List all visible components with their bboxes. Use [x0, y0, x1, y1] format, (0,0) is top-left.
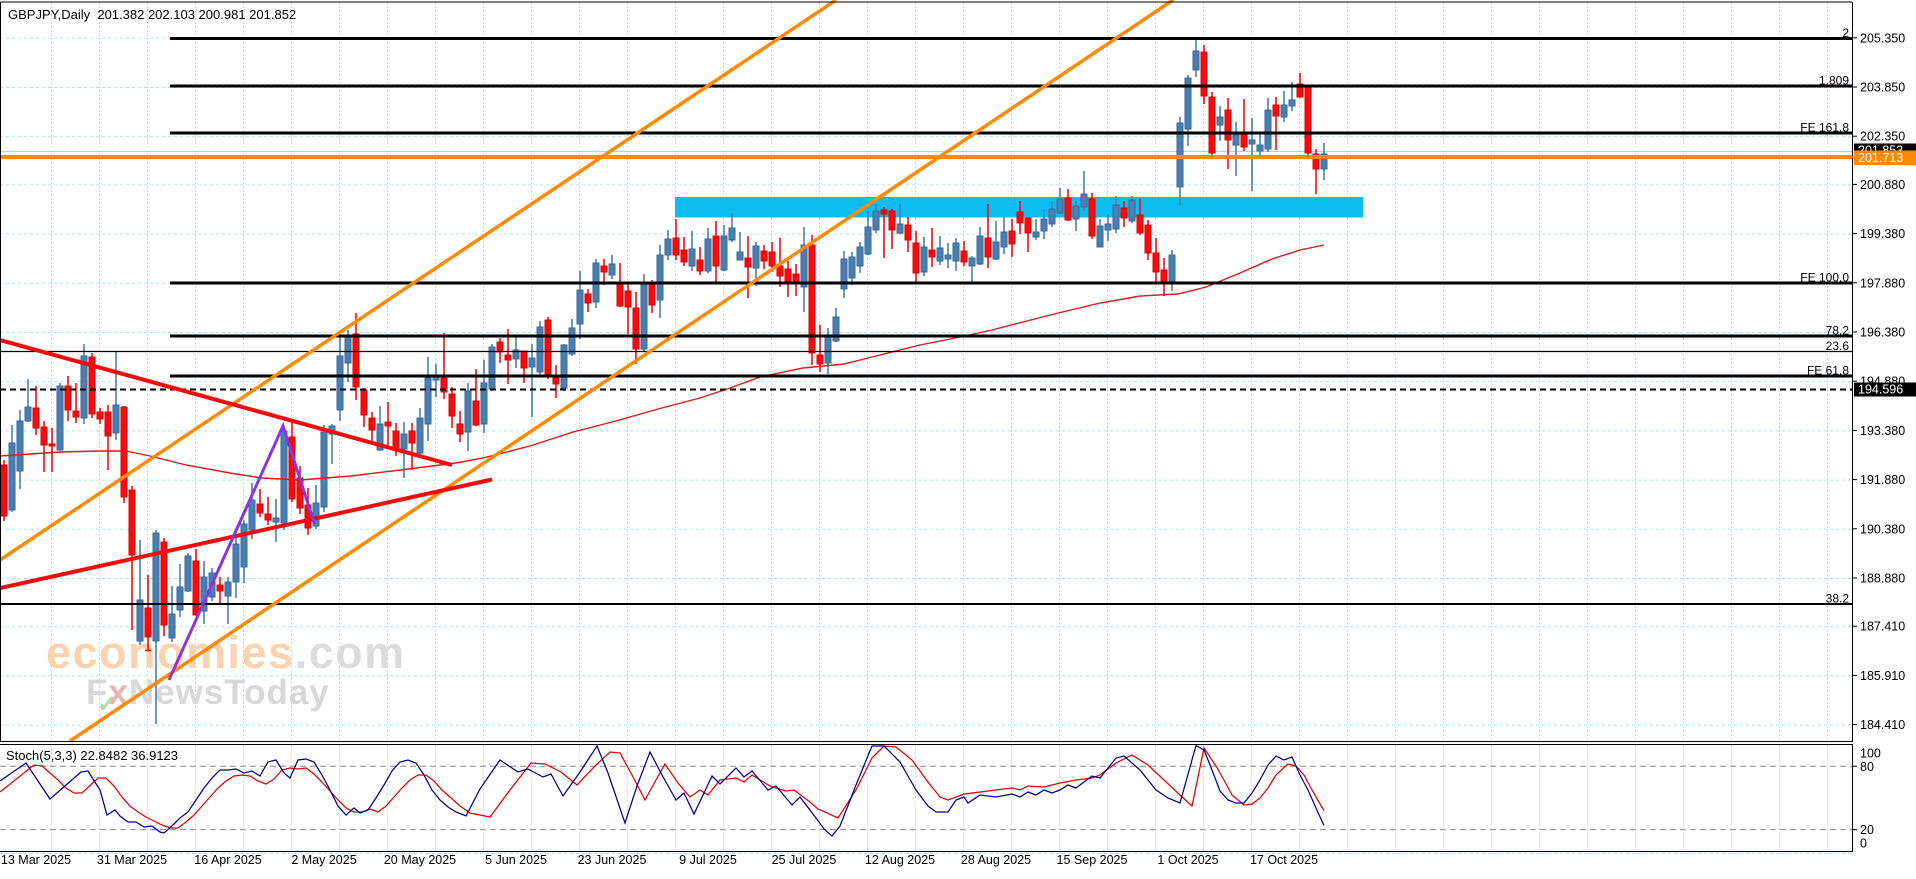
svg-text:9 Jul 2025: 9 Jul 2025 [679, 853, 737, 867]
svg-text:20: 20 [1860, 823, 1874, 837]
svg-text:100: 100 [1860, 747, 1881, 761]
svg-text:190.380: 190.380 [1860, 522, 1905, 536]
svg-text:Stoch(5,3,3) 22.8482 36.9123: Stoch(5,3,3) 22.8482 36.9123 [6, 748, 178, 763]
svg-text:12 Aug 2025: 12 Aug 2025 [865, 853, 935, 867]
svg-text:203.850: 203.850 [1860, 81, 1905, 95]
svg-text:187.410: 187.410 [1860, 620, 1905, 634]
svg-text:184.410: 184.410 [1860, 718, 1905, 732]
svg-text:205.350: 205.350 [1860, 31, 1905, 45]
svg-text:2 May 2025: 2 May 2025 [291, 853, 356, 867]
svg-text:25 Jul 2025: 25 Jul 2025 [772, 853, 837, 867]
svg-text:28 Aug 2025: 28 Aug 2025 [961, 853, 1031, 867]
svg-text:16 Apr 2025: 16 Apr 2025 [194, 853, 261, 867]
svg-text:20 May 2025: 20 May 2025 [384, 853, 456, 867]
svg-text:193.380: 193.380 [1860, 424, 1905, 438]
svg-text:38.2: 38.2 [1826, 592, 1850, 606]
svg-text:17 Oct 2025: 17 Oct 2025 [1250, 853, 1318, 867]
svg-text:FE 61.8: FE 61.8 [1807, 364, 1849, 378]
svg-text:194.596: 194.596 [1858, 383, 1903, 397]
svg-text:0: 0 [1860, 837, 1867, 851]
svg-text:23.6: 23.6 [1826, 339, 1850, 353]
svg-text:185.910: 185.910 [1860, 669, 1905, 683]
svg-text:196.380: 196.380 [1860, 326, 1905, 340]
svg-text:FE 161.8: FE 161.8 [1800, 121, 1849, 135]
svg-text:31 Mar 2025: 31 Mar 2025 [97, 853, 167, 867]
svg-text:80: 80 [1860, 760, 1874, 774]
svg-text:13 Mar 2025: 13 Mar 2025 [1, 853, 71, 867]
svg-text:201.713: 201.713 [1858, 151, 1903, 165]
svg-text:✓: ✓ [97, 691, 117, 718]
svg-text:FE 100.0: FE 100.0 [1800, 271, 1849, 285]
svg-text:1 Oct 2025: 1 Oct 2025 [1157, 853, 1218, 867]
svg-text:197.880: 197.880 [1860, 276, 1905, 290]
svg-text:200.880: 200.880 [1860, 178, 1905, 192]
svg-text:78.2: 78.2 [1826, 324, 1850, 338]
svg-text:202.350: 202.350 [1860, 130, 1905, 144]
svg-text:1.809: 1.809 [1819, 74, 1849, 88]
svg-text:188.880: 188.880 [1860, 572, 1905, 586]
svg-text:23 Jun 2025: 23 Jun 2025 [578, 853, 647, 867]
svg-text:15 Sep 2025: 15 Sep 2025 [1057, 853, 1128, 867]
svg-text:2: 2 [1842, 26, 1849, 40]
svg-text:199.380: 199.380 [1860, 227, 1905, 241]
svg-text:191.880: 191.880 [1860, 473, 1905, 487]
svg-text:5 Jun 2025: 5 Jun 2025 [485, 853, 547, 867]
svg-text:GBPJPY,Daily 201.382 202.103: GBPJPY,Daily 201.382 202.103 200.981 201… [8, 7, 296, 22]
